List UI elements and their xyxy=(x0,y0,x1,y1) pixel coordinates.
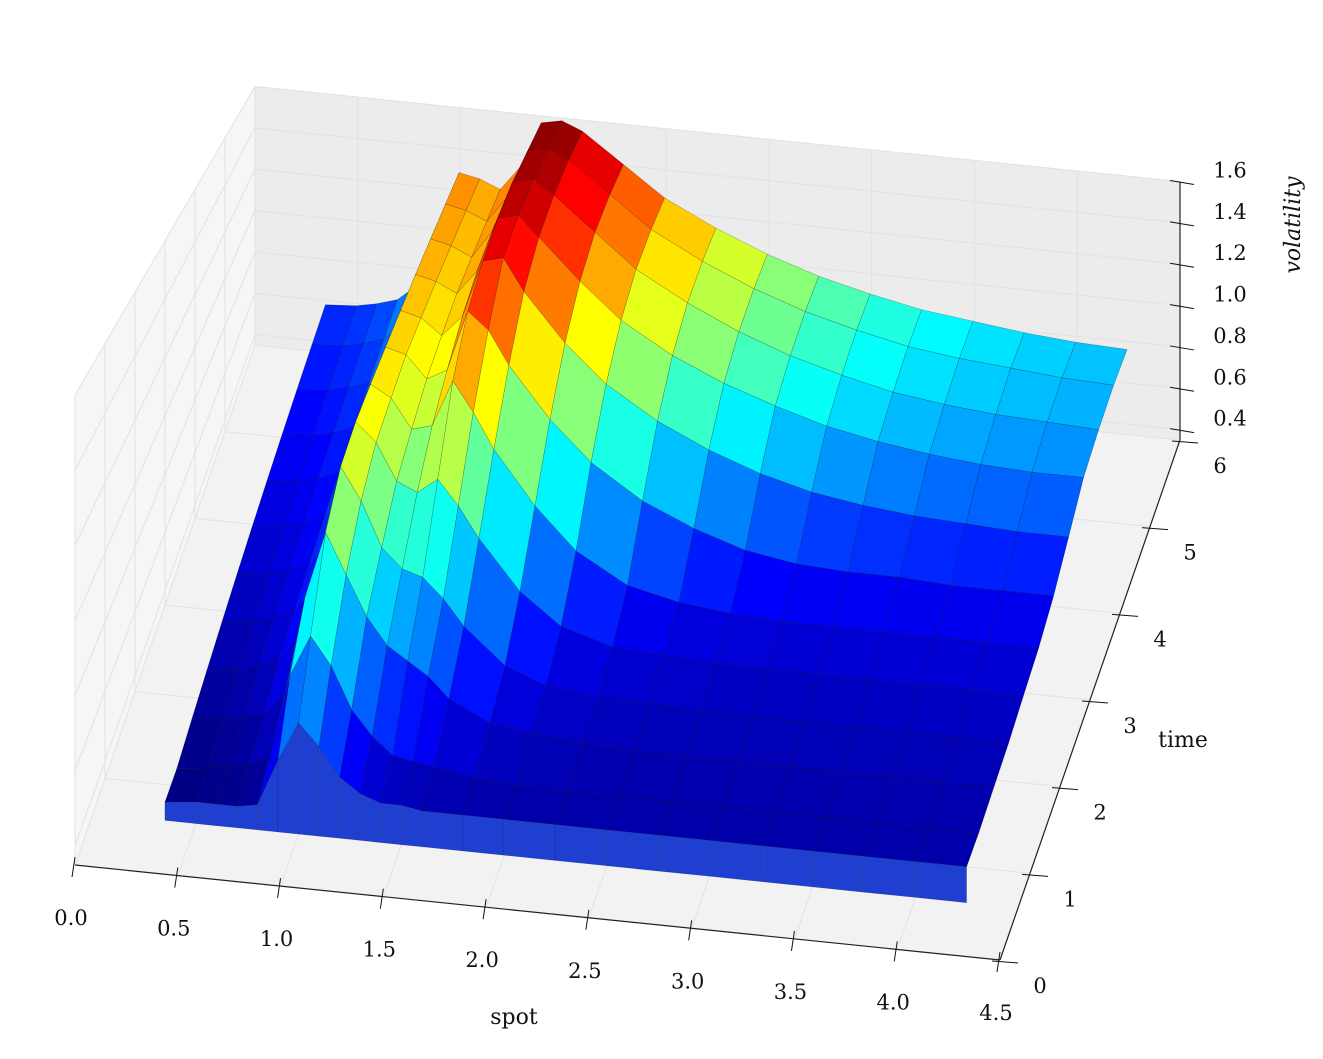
y-tick-label: 4 xyxy=(1153,627,1166,651)
z-tick-label: 1.2 xyxy=(1213,241,1246,265)
z-tick-mark xyxy=(1169,262,1195,268)
x-tick-mark xyxy=(379,888,384,909)
surface-front-skirt xyxy=(216,803,238,828)
x-axis-line xyxy=(74,864,1001,961)
left-gridline-z xyxy=(74,293,256,772)
surface-front-skirt xyxy=(709,840,762,882)
surface-front-skirt xyxy=(812,850,864,893)
y-tick-label: 6 xyxy=(1213,454,1226,478)
x-tick-label: 3.0 xyxy=(671,969,704,993)
z-tick-mark xyxy=(1169,345,1195,351)
x-tick-mark xyxy=(277,878,282,899)
x-tick-label: 0.5 xyxy=(157,917,190,941)
x-axis-label: spot xyxy=(490,1005,538,1030)
x-tick-mark xyxy=(790,930,795,951)
y-axis-label: time xyxy=(1158,728,1208,753)
left-gridline-z xyxy=(74,251,256,696)
z-tick-mark xyxy=(1169,180,1195,185)
x-tick-label: 2.5 xyxy=(568,959,601,983)
y-tick-label: 2 xyxy=(1093,801,1106,825)
y-tick-mark xyxy=(1081,700,1109,704)
left-gridline-z xyxy=(74,127,256,471)
y-tick-label: 1 xyxy=(1063,887,1076,911)
y-tick-label: 0 xyxy=(1033,974,1046,998)
surface-front-skirt xyxy=(555,824,608,866)
z-tick-label: 0.4 xyxy=(1213,407,1246,431)
y-tick-mark xyxy=(1111,613,1139,617)
surface-patch xyxy=(914,827,979,867)
z-tick-label: 0.8 xyxy=(1213,324,1246,348)
x-tick-label: 1.0 xyxy=(260,927,293,951)
x-tick-label: 3.5 xyxy=(774,980,807,1004)
surface-front-skirt xyxy=(760,845,813,888)
surface-front-skirt xyxy=(606,829,659,872)
x-tick-label: 1.5 xyxy=(363,938,396,962)
z-tick-mark xyxy=(1169,221,1195,227)
y-tick-mark xyxy=(991,960,1019,964)
back-gridline-z xyxy=(254,168,1181,265)
y-axis-line xyxy=(999,439,1181,961)
z-tick-mark xyxy=(1169,428,1195,434)
surface-front-skirt xyxy=(503,819,556,861)
surface-front-skirt xyxy=(421,810,464,852)
x-tick-mark xyxy=(893,941,898,962)
x-tick-label: 4.5 xyxy=(979,1001,1012,1025)
z-tick-label: 0.6 xyxy=(1213,365,1246,389)
x-tick-label: 0.0 xyxy=(54,906,87,930)
x-tick-mark xyxy=(71,856,76,878)
back-gridline-z xyxy=(254,86,1181,182)
left-gridline-z xyxy=(74,334,256,847)
x-tick-mark xyxy=(174,867,179,888)
surface-front-skirt xyxy=(164,801,196,824)
z-tick-label: 1.6 xyxy=(1213,159,1246,183)
x-tick-mark xyxy=(482,899,487,920)
surface-front-skirt xyxy=(380,802,402,845)
surface-front-skirt xyxy=(401,805,423,847)
z-tick-label: 1.0 xyxy=(1213,283,1246,307)
left-gridline-z xyxy=(74,86,256,396)
x-tick-mark xyxy=(585,909,590,930)
y-tick-mark xyxy=(1051,787,1079,791)
x-tick-label: 2.0 xyxy=(465,948,498,972)
left-gridline-z xyxy=(74,169,256,546)
z-tick-mark xyxy=(1169,386,1195,392)
y-tick-mark xyxy=(1171,440,1199,444)
y-tick-label: 5 xyxy=(1183,541,1196,565)
y-tick-mark xyxy=(1141,527,1169,531)
surface-front-skirt xyxy=(915,861,967,903)
surface-front-skirt xyxy=(236,804,258,831)
surface-front-skirt xyxy=(462,814,505,856)
z-axis-label: volatility xyxy=(1281,176,1306,274)
z-tick-mark xyxy=(1169,304,1195,310)
x-tick-label: 4.0 xyxy=(877,990,910,1014)
volatility-surface xyxy=(164,120,1128,903)
back-gridline-z xyxy=(254,127,1181,224)
surface-front-skirt xyxy=(863,856,916,898)
x-tick-mark xyxy=(688,920,693,941)
axis-lines xyxy=(74,181,1181,961)
surface-front-skirt xyxy=(195,801,217,826)
axis-ticks: 0.0 0.5 1.0 1.5 2.0 2.5 3.0 3.5 4.0 4.5 0 1 2 3 4 5 6 0.4… xyxy=(54,159,1246,1026)
y-tick-label: 3 xyxy=(1123,714,1136,738)
surface-front-skirt xyxy=(658,834,710,877)
y-tick-mark xyxy=(1021,873,1049,877)
left-gridline-z xyxy=(74,210,256,621)
z-tick-label: 1.4 xyxy=(1213,200,1246,224)
